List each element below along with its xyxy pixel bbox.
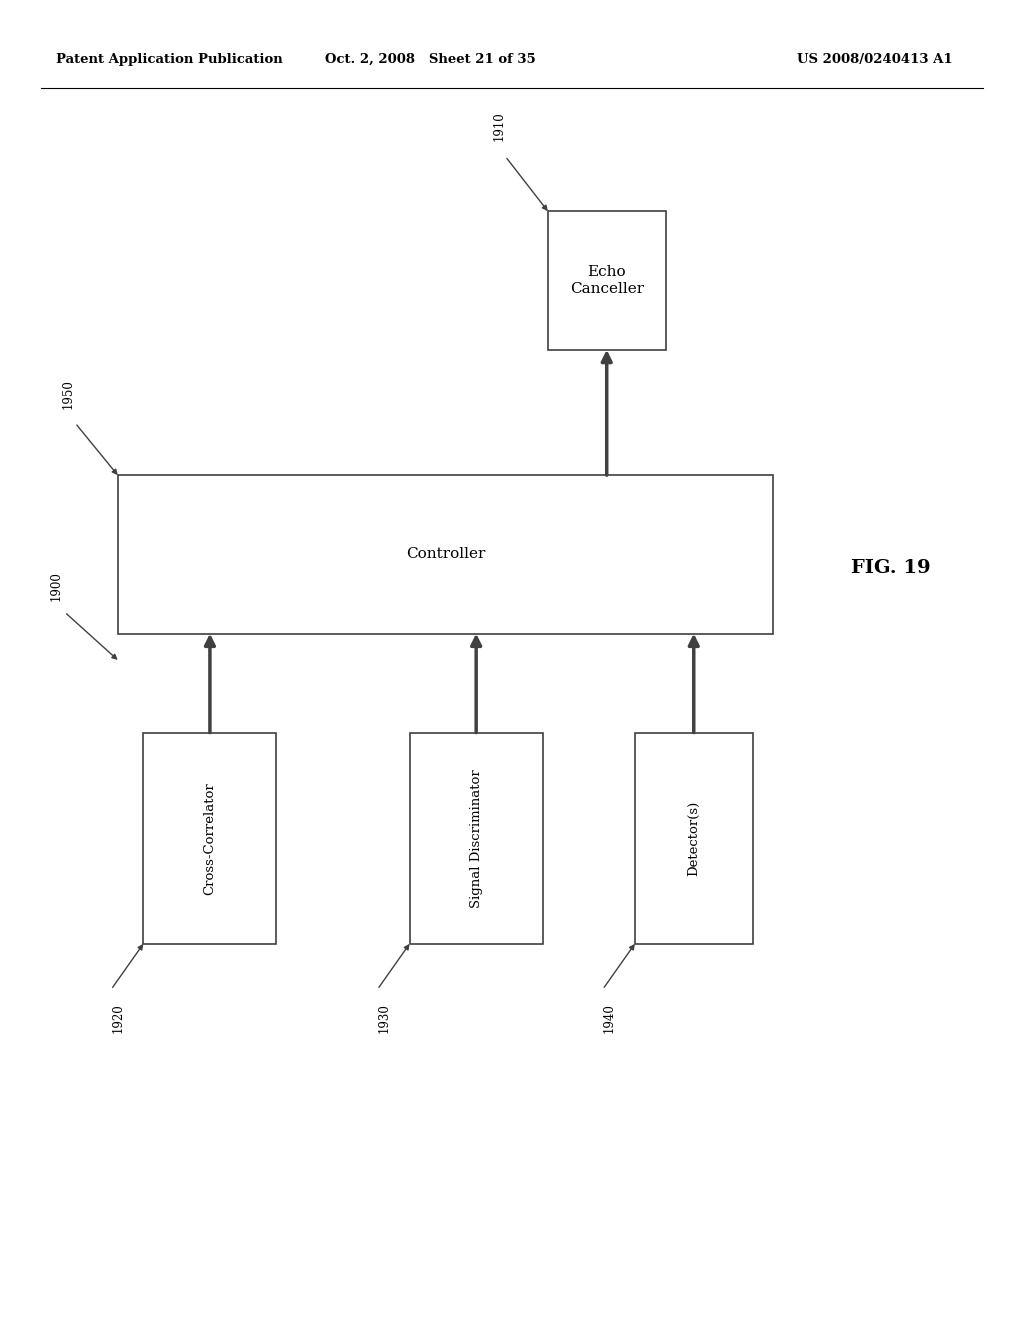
Bar: [143, 733, 276, 944]
Text: FIG. 19: FIG. 19: [851, 558, 931, 577]
Text: Signal Discriminator: Signal Discriminator: [470, 768, 482, 908]
Text: Cross-Correlator: Cross-Correlator: [204, 781, 216, 895]
Text: 1950: 1950: [62, 379, 75, 409]
Text: Patent Application Publication: Patent Application Publication: [56, 53, 283, 66]
Text: Echo
Canceller: Echo Canceller: [569, 265, 644, 296]
Bar: [635, 733, 753, 944]
Bar: [410, 733, 543, 944]
Text: 1900: 1900: [50, 570, 62, 601]
Text: Detector(s): Detector(s): [687, 800, 700, 876]
Text: 1930: 1930: [378, 1003, 390, 1034]
Text: 1940: 1940: [603, 1003, 615, 1034]
Text: Oct. 2, 2008   Sheet 21 of 35: Oct. 2, 2008 Sheet 21 of 35: [325, 53, 536, 66]
Text: US 2008/0240413 A1: US 2008/0240413 A1: [797, 53, 952, 66]
Text: Controller: Controller: [406, 548, 485, 561]
Bar: [548, 211, 666, 350]
Bar: [118, 475, 773, 634]
Text: 1920: 1920: [112, 1003, 124, 1034]
Text: 1910: 1910: [493, 111, 505, 141]
